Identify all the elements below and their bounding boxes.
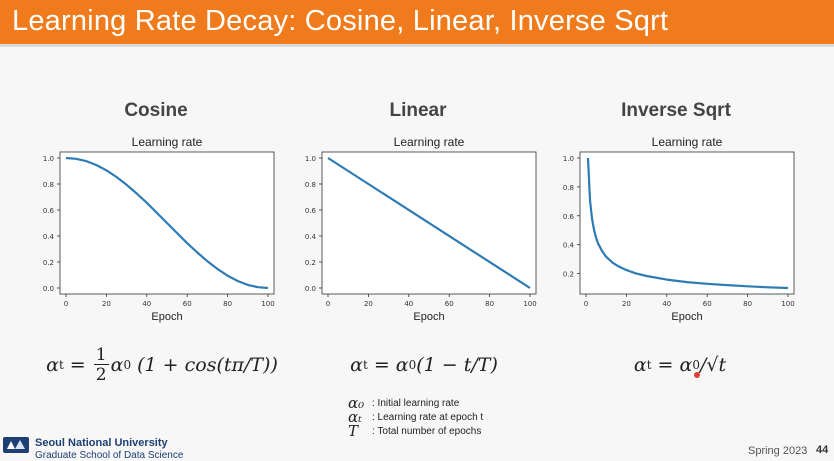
panel-heading: Cosine (124, 100, 188, 121)
chart-cosine: Learning rate 0.0 0.2 0.4 0.6 0.8 1.0 0 20 40 60 80… (43, 135, 275, 323)
footer-term: Spring 2023 (748, 445, 808, 457)
formula-subscript: t (646, 358, 652, 372)
formula-subscript: 0 (692, 358, 700, 372)
x-tick-label: 40 (404, 300, 413, 308)
panel-heading: Inverse Sqrt (621, 100, 731, 121)
legend-row: αₜ : Learning rate at epoch t (348, 408, 484, 426)
y-tick-label: 0.2 (563, 271, 574, 279)
legend-symbol: α₀ (348, 394, 365, 412)
legend-description: : Learning rate at epoch t (372, 411, 484, 423)
legend-description: : Initial learning rate (372, 397, 460, 409)
chart-linear: Learning rate 0.0 0.2 0.4 0.6 0.8 1.0 0 20 40 60 80… (305, 135, 537, 323)
chart-panel-inverse-sqrt: Inverse Sqrt Learning rate 0.2 0.4 0.6 0.8 1.… (544, 92, 808, 332)
chart-inverse-sqrt: Learning rate 0.2 0.4 0.6 0.8 1.0 0 20 40 60 80 100… (563, 135, 795, 323)
x-tick-label: 80 (223, 300, 232, 308)
y-tick-label: 0.4 (43, 233, 55, 241)
x-tick-label: 40 (662, 300, 671, 308)
x-tick-label: 100 (781, 300, 794, 308)
y-tick-label: 0.6 (43, 207, 55, 215)
x-axis-label: Epoch (413, 311, 444, 323)
x-tick-label: 20 (364, 300, 373, 308)
x-tick-label: 60 (703, 300, 712, 308)
x-tick-label: 20 (102, 300, 111, 308)
y-tick-label: 1.0 (43, 155, 54, 163)
y-tick-label: 1.0 (305, 155, 316, 163)
formula-equals: = (63, 354, 92, 376)
x-axis-label: Epoch (151, 311, 182, 323)
y-tick-label: 0.4 (305, 233, 317, 241)
page-number: 44 (816, 444, 829, 456)
series-line (65, 156, 269, 290)
chart-title: Learning rate (652, 135, 723, 149)
formula-symbol: α (395, 354, 409, 376)
x-tick-label: 0 (326, 300, 330, 308)
formula-fraction: 1 2 (93, 344, 109, 385)
formula-tail: /√t (700, 354, 727, 376)
legend-row: T : Total number of epochs (348, 422, 483, 440)
x-tick-label: 0 (584, 300, 588, 308)
x-tick-label: 80 (743, 300, 752, 308)
title-divider (0, 44, 834, 47)
x-tick-label: 60 (183, 300, 192, 308)
slide-title: Learning Rate Decay: Cosine, Linear, Inv… (12, 5, 669, 37)
plot-frame (579, 151, 795, 295)
y-tick-label: 1.0 (563, 155, 574, 163)
legend-symbol: αₜ (348, 408, 362, 426)
x-tick-label: 40 (142, 300, 151, 308)
formula-symbol: α (110, 354, 124, 376)
formula-subscript: 0 (123, 358, 132, 372)
y-tick-label: 0.4 (563, 242, 575, 250)
series-line (586, 157, 789, 290)
formula-symbol: α (679, 354, 693, 376)
chart-panel-cosine: Cosine Learning rate 0.0 0.2 0.4 0.6 0.8 1.0 0 2… (24, 92, 288, 332)
title-bar: Learning Rate Decay: Cosine, Linear, Inv… (0, 0, 834, 44)
chart-title: Learning rate (394, 135, 465, 149)
university-logo-icon (3, 437, 29, 453)
x-axis-label: Epoch (671, 311, 702, 323)
y-tick-label: 0.0 (305, 285, 316, 293)
formula-symbol: α (633, 354, 647, 376)
formula-symbol: α (46, 354, 59, 376)
y-tick-label: 0.2 (305, 259, 316, 267)
formula-symbol: α (350, 354, 363, 376)
x-tick-label: 20 (622, 300, 631, 308)
fraction-denominator: 2 (95, 364, 107, 385)
pointer-dot (694, 372, 700, 378)
chart-panel-linear: Linear Learning rate 0.0 0.2 0.4 0.6 0.8 1.0 0 2… (286, 92, 550, 332)
fraction-numerator: 1 (93, 344, 109, 365)
y-tick-label: 0.0 (43, 285, 54, 293)
formula-tail: (1 − t/T) (416, 354, 498, 376)
legend-row: α₀ : Initial learning rate (348, 394, 483, 412)
formula-subscript: 0 (408, 358, 417, 372)
y-tick-label: 0.8 (563, 184, 574, 192)
formula-equals: = (367, 354, 396, 376)
x-tick-label: 60 (445, 300, 454, 308)
x-tick-label: 100 (261, 300, 274, 308)
legend-description: : Total number of epochs (372, 425, 482, 437)
chart-title: Learning rate (132, 135, 203, 149)
x-tick-label: 80 (485, 300, 494, 308)
footer-university: Seoul National University (35, 437, 168, 449)
legend-symbol: T (348, 422, 359, 440)
panel-heading: Linear (389, 100, 447, 121)
y-tick-label: 0.8 (305, 181, 316, 189)
y-tick-label: 0.6 (305, 207, 317, 215)
y-tick-label: 0.6 (563, 213, 575, 221)
formula-tail: (1 + cos(tπ/T)) (131, 354, 278, 376)
formula-equals: = (651, 354, 680, 376)
y-tick-label: 0.8 (43, 181, 54, 189)
symbol-legend: α₀ : Initial learning rate αₜ : Learning… (348, 394, 484, 440)
formula-subscript: t (362, 358, 368, 372)
series-line (327, 157, 531, 289)
formula-subscript: t (58, 358, 64, 372)
x-tick-label: 100 (523, 300, 536, 308)
y-tick-label: 0.2 (43, 259, 54, 267)
x-tick-label: 0 (64, 300, 68, 308)
